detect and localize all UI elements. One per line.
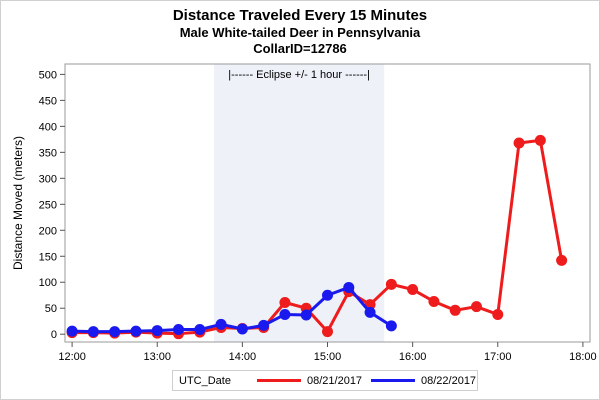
legend-label-series-2: 08/22/2017 — [421, 375, 477, 387]
data-point — [556, 254, 568, 266]
data-point — [300, 309, 312, 321]
y-tick-label: 100 — [39, 277, 57, 289]
y-tick-label: 50 — [45, 303, 57, 315]
title-block: Distance Traveled Every 15 Minutes Male … — [0, 6, 600, 57]
data-point — [130, 325, 142, 337]
data-point — [364, 306, 376, 318]
x-tick-label: 14:00 — [229, 351, 257, 363]
data-point — [407, 284, 419, 296]
chart-title: Distance Traveled Every 15 Minutes — [172, 7, 428, 24]
x-tick-label: 15:00 — [314, 351, 342, 363]
data-point — [534, 134, 546, 146]
data-point — [279, 297, 291, 309]
data-point — [470, 301, 482, 313]
legend-label-series-1: 08/21/2017 — [307, 375, 363, 387]
legend-swatch-series-2 — [371, 378, 415, 382]
data-point — [236, 323, 248, 335]
x-axis: 12:00 13:00 14:00 15:00 16:00 17:00 18:00 — [58, 342, 597, 363]
data-point — [151, 325, 163, 337]
data-point — [279, 308, 291, 320]
chart-subtitle: Male White-tailed Deer in Pennsylvania — [179, 25, 421, 40]
legend: UTC_Date 08/21/2017 08/22/2017 — [172, 370, 478, 391]
data-point — [66, 325, 78, 337]
x-tick-label: 16:00 — [399, 351, 427, 363]
y-tick-label: 400 — [39, 121, 57, 133]
x-tick-label: 18:00 — [569, 351, 597, 363]
data-point — [385, 278, 397, 290]
data-point — [385, 320, 397, 332]
y-tick-label: 150 — [39, 251, 57, 263]
data-point — [87, 326, 99, 338]
x-tick-label: 17:00 — [484, 351, 512, 363]
y-tick-label: 0 — [51, 329, 57, 341]
y-tick-label: 500 — [39, 69, 57, 81]
y-tick-label: 300 — [39, 173, 57, 185]
data-point — [109, 326, 121, 338]
y-tick-label: 350 — [39, 147, 57, 159]
data-point — [343, 281, 355, 293]
chart-subtitle-2: CollarID=12786 — [253, 41, 347, 56]
data-point — [194, 324, 206, 336]
eclipse-band-label: |------ Eclipse +/- 1 hour ------| — [228, 69, 370, 81]
legend-item-series-2: 08/22/2017 — [371, 375, 476, 387]
y-tick-label: 450 — [39, 95, 57, 107]
series-layer — [66, 134, 568, 340]
x-tick-label: 13:00 — [143, 351, 171, 363]
y-tick-label: 200 — [39, 225, 57, 237]
data-point — [492, 308, 504, 320]
legend-swatch-series-1 — [257, 378, 301, 382]
data-point — [322, 289, 333, 301]
series-2 — [66, 281, 397, 338]
data-point — [258, 319, 270, 331]
legend-title: UTC_Date — [179, 375, 231, 387]
y-axis-label: Distance Moved (meters) — [11, 136, 25, 270]
data-point — [449, 304, 461, 316]
data-point — [428, 295, 440, 307]
legend-item-series-1: 08/21/2017 — [257, 375, 362, 387]
data-point — [513, 137, 525, 149]
x-tick-label: 12:00 — [58, 351, 86, 363]
y-axis: 0 50 100 150 200 250 300 350 400 450 500 — [39, 69, 65, 341]
series-line-2 — [72, 285, 393, 334]
data-point — [322, 326, 333, 338]
y-tick-label: 250 — [39, 199, 57, 211]
data-point — [215, 318, 227, 330]
data-point — [173, 324, 185, 336]
